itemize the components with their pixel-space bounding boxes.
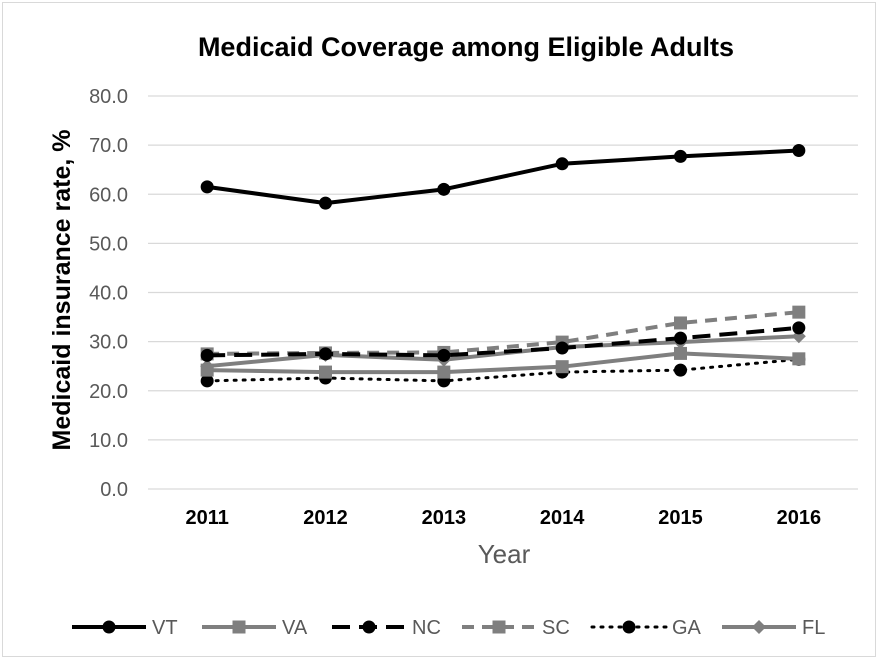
- y-tick-label: 40.0: [89, 283, 128, 305]
- legend-label-fl: FL: [802, 617, 825, 639]
- data-point-sc: [792, 305, 806, 319]
- data-point-vt: [674, 149, 687, 163]
- data-point-nc: [792, 321, 806, 335]
- legend-item-nc: NC: [332, 617, 441, 639]
- data-point-ga: [200, 374, 214, 388]
- series-line-vt: [206, 148, 799, 206]
- data-point-sc: [674, 316, 687, 330]
- series-line-sc: [207, 310, 800, 356]
- x-tick-label: 2012: [303, 507, 348, 529]
- x-tick-label: 2011: [185, 507, 228, 529]
- data-point-nc: [200, 348, 214, 362]
- y-tick-label: 70.0: [89, 135, 128, 157]
- x-axis-label: Year: [478, 539, 531, 569]
- y-axis-ticks: 0.0 10.0 20.0 30.0 40.0 50.0 60.0 70.0 80.0: [89, 86, 128, 501]
- legend-label-sc: SC: [542, 617, 570, 639]
- data-point-va: [792, 352, 806, 366]
- series-fl: [200, 329, 806, 374]
- series-line-ga: [205, 357, 801, 383]
- series-group: [200, 144, 806, 388]
- gridlines: [148, 95, 858, 490]
- series-line-va: [207, 351, 799, 375]
- data-point-va: [437, 365, 451, 379]
- legend-marker-nc: [362, 620, 376, 634]
- legend-marker-vt: [102, 620, 116, 634]
- series-line-fl: [206, 334, 799, 369]
- x-axis-ticks: 2011 2012 2013 2014 2015 2016: [185, 507, 821, 529]
- y-tick-label: 50.0: [89, 233, 128, 255]
- legend-item-sc: SC: [462, 617, 570, 639]
- data-point-va: [555, 360, 569, 374]
- x-tick-label: 2014: [540, 507, 585, 529]
- series-vt: [200, 144, 806, 210]
- legend: VT VA NC SC GA FL: [72, 617, 825, 639]
- legend-label-nc: NC: [412, 617, 441, 639]
- data-point-vt: [437, 182, 451, 196]
- data-point-vt: [555, 157, 569, 171]
- series-nc: [200, 321, 806, 362]
- data-point-vt: [200, 180, 214, 194]
- y-tick-label: 80.0: [89, 86, 128, 108]
- legend-marker-fl: [752, 620, 766, 634]
- legend-item-ga: GA: [590, 617, 702, 639]
- legend-label-vt: VT: [152, 617, 178, 639]
- series-va: [200, 346, 806, 379]
- y-tick-label: 30.0: [89, 332, 128, 354]
- legend-marker-ga: [622, 620, 636, 634]
- legend-item-va: VA: [202, 617, 308, 639]
- data-point-vt: [792, 144, 806, 158]
- chart-title: Medicaid Coverage among Eligible Adults: [198, 32, 734, 62]
- x-tick-label: 2015: [658, 507, 703, 529]
- legend-item-vt: VT: [72, 617, 178, 639]
- data-point-nc: [555, 341, 569, 355]
- data-point-va: [200, 363, 214, 377]
- y-tick-label: 10.0: [89, 430, 128, 452]
- y-tick-label: 0.0: [100, 479, 128, 501]
- y-tick-label: 20.0: [89, 381, 128, 403]
- x-tick-label: 2013: [422, 507, 467, 529]
- legend-label-va: VA: [282, 617, 308, 639]
- legend-item-fl: FL: [722, 617, 825, 639]
- y-axis-label: Medicaid insurance rate, %: [48, 130, 76, 451]
- data-point-va: [319, 365, 332, 379]
- data-point-ga: [674, 363, 687, 377]
- series-line-nc: [207, 325, 800, 358]
- data-point-va: [674, 346, 687, 360]
- legend-marker-va: [232, 620, 246, 634]
- data-point-nc: [319, 347, 332, 361]
- data-point-nc: [674, 331, 687, 345]
- y-tick-label: 60.0: [89, 184, 128, 206]
- data-point-nc: [437, 348, 451, 362]
- legend-marker-sc: [492, 620, 506, 634]
- data-point-vt: [319, 196, 332, 210]
- legend-label-ga: GA: [672, 617, 702, 639]
- x-tick-label: 2016: [777, 507, 822, 529]
